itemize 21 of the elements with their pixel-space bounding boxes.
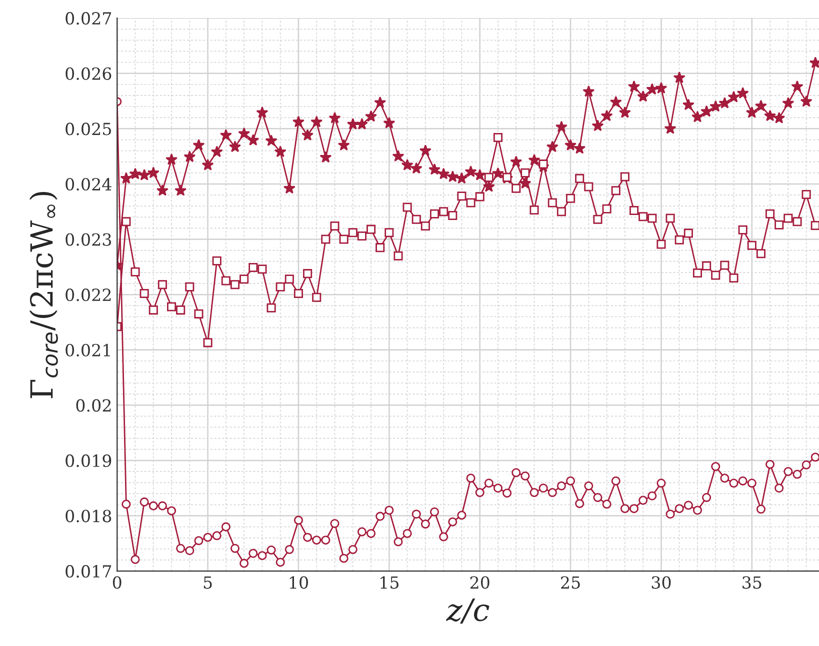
x-tick-label: 30 [652,576,671,589]
y-tick-label: 0.024 [66,178,112,191]
x-tick-label: 25 [561,576,580,589]
x-tick-label: 10 [290,576,308,589]
y-tick-label: 0.025 [66,122,111,136]
y-tick-label: 0.026 [66,67,112,80]
x-tick-label: 15 [380,576,398,589]
y-tick-label: 0.023 [66,233,112,246]
x-axis-title: z/c [446,598,490,624]
x-tick-label: 20 [470,576,490,589]
y-tick-label: 0.019 [66,454,112,468]
y-axis-title: Γ$_{core}$/(2πcW$_{∞}$) [29,192,58,398]
x-tick-label: 35 [742,576,762,589]
y-tick-label: 0.022 [66,288,111,302]
x-tick-label: 5 [204,576,212,589]
y-tick-label: 0.027 [66,12,112,25]
y-tick-label: 0.02 [76,399,111,412]
y-tick-label: 0.018 [66,510,112,522]
y-tick-label: 0.021 [66,344,110,356]
y-tick-label: 0.017 [66,565,112,578]
x-tick-label: 0 [112,576,122,589]
